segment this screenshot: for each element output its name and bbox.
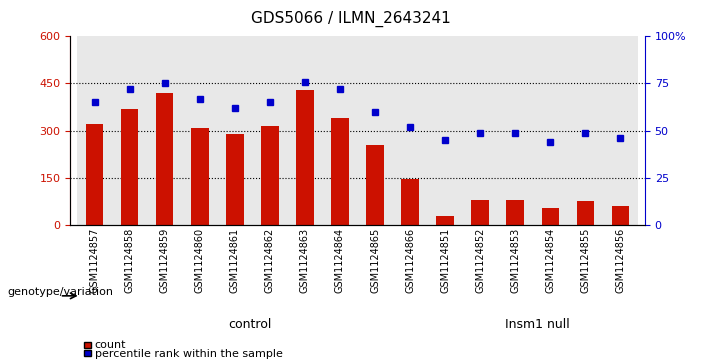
Bar bbox=[498, 36, 533, 225]
Bar bbox=[568, 36, 603, 225]
Bar bbox=[331, 118, 348, 225]
Bar bbox=[217, 36, 252, 225]
Text: percentile rank within the sample: percentile rank within the sample bbox=[95, 349, 283, 359]
Bar bbox=[611, 206, 629, 225]
Bar bbox=[436, 216, 454, 225]
Bar bbox=[366, 145, 384, 225]
Bar bbox=[297, 90, 314, 225]
Bar bbox=[77, 36, 112, 225]
Bar bbox=[156, 93, 174, 225]
Bar bbox=[121, 109, 138, 225]
Bar bbox=[393, 36, 428, 225]
Text: Insm1 null: Insm1 null bbox=[505, 318, 569, 331]
Bar bbox=[86, 125, 104, 225]
Bar bbox=[287, 36, 322, 225]
Text: count: count bbox=[95, 340, 126, 350]
Bar bbox=[358, 36, 393, 225]
Bar bbox=[147, 36, 182, 225]
Bar bbox=[182, 36, 217, 225]
Bar bbox=[463, 36, 498, 225]
Bar bbox=[261, 126, 278, 225]
Bar bbox=[252, 36, 287, 225]
Bar bbox=[401, 179, 418, 225]
Text: control: control bbox=[228, 318, 271, 331]
Bar bbox=[322, 36, 358, 225]
Bar bbox=[542, 208, 559, 225]
Bar bbox=[191, 127, 209, 225]
Bar bbox=[471, 200, 489, 225]
Bar bbox=[533, 36, 568, 225]
Bar bbox=[603, 36, 638, 225]
Bar bbox=[226, 134, 244, 225]
Bar bbox=[576, 201, 594, 225]
Bar bbox=[506, 200, 524, 225]
Bar bbox=[112, 36, 147, 225]
Text: GDS5066 / ILMN_2643241: GDS5066 / ILMN_2643241 bbox=[251, 11, 450, 27]
Text: genotype/variation: genotype/variation bbox=[7, 287, 113, 297]
Bar bbox=[428, 36, 463, 225]
